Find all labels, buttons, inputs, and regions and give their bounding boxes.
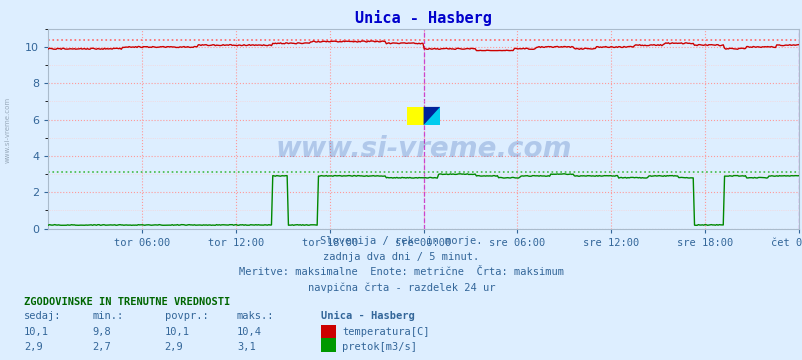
Text: Slovenija / reke in morje.: Slovenija / reke in morje. [320, 236, 482, 246]
Text: 9,8: 9,8 [92, 327, 111, 337]
Text: maks.:: maks.: [237, 311, 274, 321]
Text: 10,4: 10,4 [237, 327, 261, 337]
Text: temperatura[C]: temperatura[C] [342, 327, 429, 337]
Text: www.si-vreme.com: www.si-vreme.com [275, 135, 571, 163]
Text: www.si-vreme.com: www.si-vreme.com [5, 96, 11, 163]
Text: 2,9: 2,9 [24, 342, 43, 352]
Bar [407, 107, 423, 125]
Bar [423, 107, 439, 125]
Text: pretok[m3/s]: pretok[m3/s] [342, 342, 416, 352]
Text: ZGODOVINSKE IN TRENUTNE VREDNOSTI: ZGODOVINSKE IN TRENUTNE VREDNOSTI [24, 297, 230, 307]
Text: Unica - Hasberg: Unica - Hasberg [321, 311, 415, 321]
Text: 2,7: 2,7 [92, 342, 111, 352]
Text: zadnja dva dni / 5 minut.: zadnja dva dni / 5 minut. [323, 252, 479, 262]
Text: 10,1: 10,1 [164, 327, 189, 337]
Text: 3,1: 3,1 [237, 342, 255, 352]
Text: Meritve: maksimalne  Enote: metrične  Črta: maksimum: Meritve: maksimalne Enote: metrične Črta… [239, 267, 563, 277]
Text: povpr.:: povpr.: [164, 311, 208, 321]
Text: navpična črta - razdelek 24 ur: navpična črta - razdelek 24 ur [307, 283, 495, 293]
Title: Unica - Hasberg: Unica - Hasberg [354, 10, 492, 26]
Text: 2,9: 2,9 [164, 342, 183, 352]
Polygon shape [423, 107, 439, 125]
Text: sedaj:: sedaj: [24, 311, 62, 321]
Text: min.:: min.: [92, 311, 124, 321]
Text: 10,1: 10,1 [24, 327, 49, 337]
